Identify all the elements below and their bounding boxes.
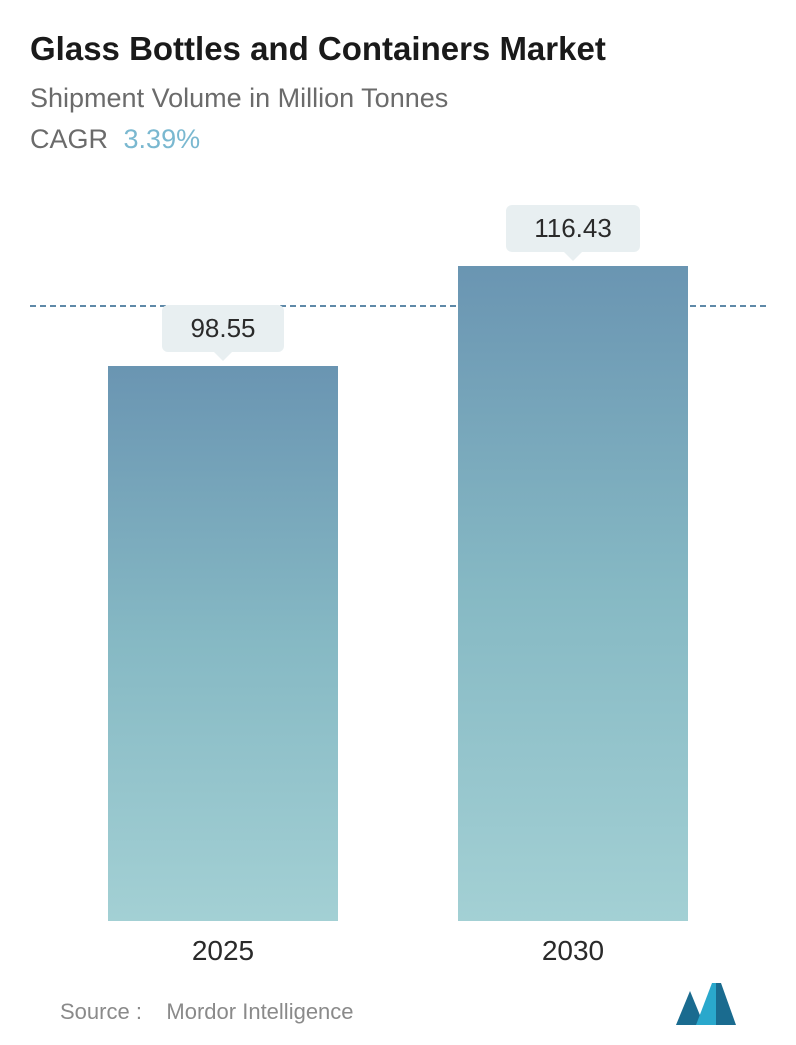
bar-0 [108,366,338,921]
x-axis-labels: 2025 2030 [30,921,766,967]
source-value: Mordor Intelligence [166,999,353,1024]
footer: Source : Mordor Intelligence [30,967,766,1045]
bar-group-0: 98.55 [108,305,338,921]
x-label-0: 2025 [108,935,338,967]
brand-logo-icon [676,983,736,1025]
bar-1 [458,266,688,921]
x-label-1: 2030 [458,935,688,967]
source-label: Source : [60,999,142,1024]
cagr-value: 3.39% [124,124,201,154]
cagr-label: CAGR [30,124,108,154]
chart-subtitle: Shipment Volume in Million Tonnes [30,83,766,114]
value-label-0: 98.55 [162,305,283,352]
chart-title: Glass Bottles and Containers Market [30,28,766,69]
chart-container: Glass Bottles and Containers Market Ship… [0,0,796,1034]
value-label-1: 116.43 [506,205,640,252]
cagr-row: CAGR 3.39% [30,124,766,155]
chart-area: 98.55 116.43 [30,205,766,921]
bar-group-1: 116.43 [458,205,688,921]
source-text: Source : Mordor Intelligence [60,999,354,1025]
